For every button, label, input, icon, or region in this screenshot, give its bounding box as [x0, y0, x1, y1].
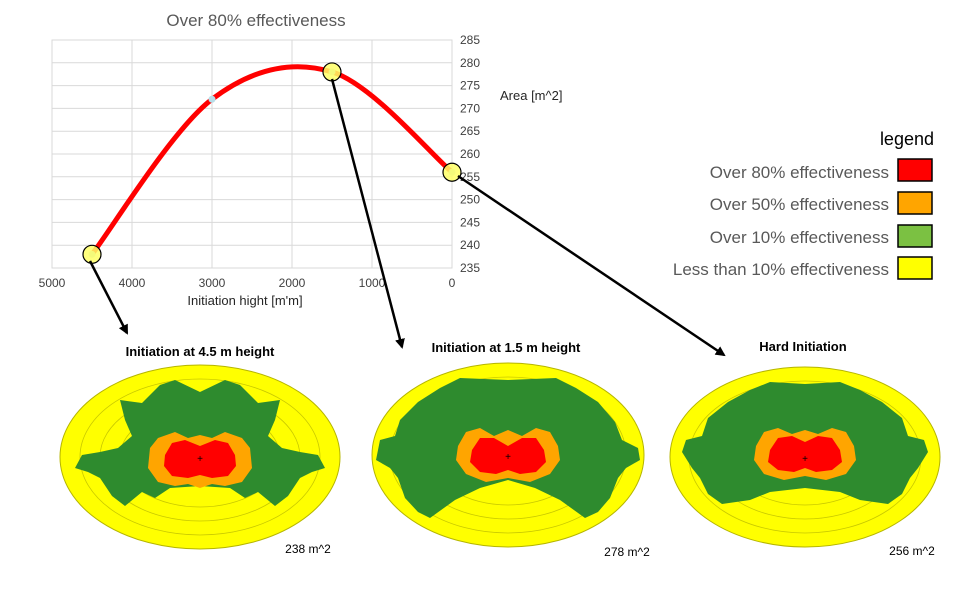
y-tick-label: 245 — [460, 215, 480, 229]
x-tick-label: 4000 — [119, 276, 146, 290]
line-chart: Over 80% effectiveness 235 240 245 250 255 26… — [39, 11, 563, 308]
data-points — [82, 62, 462, 264]
legend-swatch — [897, 191, 933, 215]
arrow-to-map-1 — [88, 260, 129, 335]
y-axis-label: Area [m^2] — [500, 88, 562, 103]
effectiveness-map-2: Initiation at 1.5 m height + 278 m^2 — [371, 340, 650, 559]
map-title: Initiation at 1.5 m height — [432, 340, 581, 355]
y-tick-label: 265 — [460, 124, 480, 138]
legend-item: Over 50% effectiveness — [710, 191, 933, 215]
x-tick-label: 2000 — [279, 276, 306, 290]
y-tick-label: 235 — [460, 261, 480, 275]
legend-swatch — [897, 256, 933, 280]
effectiveness-map-1: Initiation at 4.5 m height + 238 m^2 — [59, 344, 341, 556]
arrow-to-map-2 — [330, 78, 405, 349]
map-area-value: 256 m^2 — [889, 544, 935, 558]
legend-label: Over 80% effectiveness — [710, 163, 889, 182]
highlighted-point — [82, 244, 102, 264]
map-image: + — [669, 366, 941, 548]
legend-swatch — [897, 224, 933, 248]
x-tick-label: 0 — [449, 276, 456, 290]
highlighted-point — [322, 62, 342, 82]
x-tick-labels: 5000 4000 3000 2000 1000 0 — [39, 276, 456, 290]
map-title: Initiation at 4.5 m height — [126, 344, 275, 359]
legend-swatch — [897, 158, 933, 182]
y-tick-label: 275 — [460, 79, 480, 93]
arrow-to-map-3 — [457, 174, 726, 357]
chart-title: Over 80% effectiveness — [166, 11, 345, 30]
legend-label: Over 50% effectiveness — [710, 195, 889, 214]
legend-title: legend — [880, 129, 934, 149]
x-axis-label: Initiation hight [m'm] — [187, 293, 302, 308]
legend: legend Over 80% effectiveness Over 50% e… — [673, 129, 934, 280]
y-tick-label: 285 — [460, 33, 480, 47]
y-tick-label: 250 — [460, 193, 480, 207]
map-area-value: 238 m^2 — [285, 542, 331, 556]
map-title: Hard Initiation — [759, 339, 846, 354]
y-tick-labels: 235 240 245 250 255 260 265 270 275 280 285 — [460, 33, 480, 275]
x-tick-label: 3000 — [199, 276, 226, 290]
series-line — [89, 64, 455, 257]
y-tick-label: 240 — [460, 238, 480, 252]
y-tick-label: 280 — [460, 56, 480, 70]
data-point — [208, 95, 216, 103]
legend-item: Over 80% effectiveness — [710, 158, 933, 182]
map-area-value: 278 m^2 — [604, 545, 650, 559]
legend-label: Less than 10% effectiveness — [673, 260, 889, 279]
map-image: + — [371, 362, 645, 548]
y-tick-label: 255 — [460, 170, 480, 184]
effectiveness-map-3: Hard Initiation + 256 m^2 — [669, 339, 941, 558]
legend-item: Over 10% effectiveness — [710, 224, 933, 248]
legend-label: Over 10% effectiveness — [710, 228, 889, 247]
x-tick-label: 5000 — [39, 276, 66, 290]
x-tick-label: 1000 — [359, 276, 386, 290]
center-marker: + — [197, 454, 203, 465]
connector-arrows — [88, 78, 726, 357]
map-image: + — [59, 364, 341, 550]
y-tick-label: 260 — [460, 147, 480, 161]
highlighted-point — [442, 162, 462, 182]
y-tick-label: 270 — [460, 101, 480, 115]
grid-lines — [51, 39, 453, 269]
legend-item: Less than 10% effectiveness — [673, 256, 933, 280]
center-marker: + — [505, 452, 511, 463]
center-marker: + — [802, 454, 808, 465]
